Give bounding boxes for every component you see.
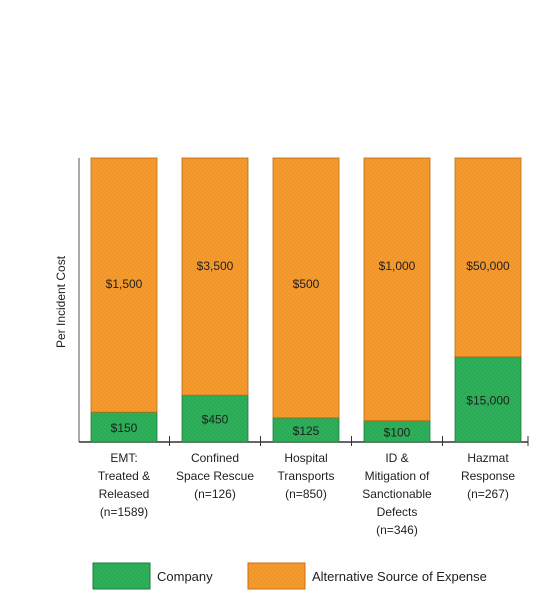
- category-label-line: Response: [461, 469, 515, 483]
- bar-alternative-source-of-expense-2: [272, 157, 340, 419]
- legend: Company Alternative Source of Expense: [92, 562, 487, 590]
- data-label-alternative-source-of-expense-0: $1,500: [106, 277, 143, 291]
- bar-alternative-source-of-expense-0: [90, 157, 158, 413]
- category-label-line: Sanctionable: [362, 487, 432, 501]
- category-label-1: Confined Space Rescue (n=126): [176, 451, 254, 501]
- legend-swatch-alternative: [247, 562, 306, 590]
- bar-alternative-source-of-expense-1: [181, 157, 249, 396]
- category-label-line: ID &: [385, 451, 408, 465]
- bar-company-1: [181, 394, 249, 443]
- bar-company-2: [272, 417, 340, 443]
- legend-label-company: Company: [157, 569, 213, 584]
- category-label-line: (n=267): [467, 487, 509, 501]
- data-label-alternative-source-of-expense-1: $3,500: [197, 259, 234, 273]
- data-label-company-4: $15,000: [466, 393, 510, 407]
- bar-alternative-source-of-expense-4: [454, 157, 522, 358]
- legend-label-alternative: Alternative Source of Expense: [312, 569, 487, 584]
- data-label-company-2: $125: [293, 424, 320, 438]
- bars-group: $150 $1,500 $450 $3,500 $125 $500 $100 $1,000 $1…: [90, 157, 522, 443]
- data-label-company-1: $450: [202, 413, 229, 427]
- data-label-company-3: $100: [384, 425, 411, 439]
- data-label-alternative-source-of-expense-2: $500: [293, 277, 320, 291]
- category-label-line: Hospital: [284, 451, 327, 465]
- data-label-company-0: $150: [111, 421, 138, 435]
- category-label-line: Transports: [278, 469, 335, 483]
- category-label-line: Defects: [377, 505, 418, 519]
- category-label-line: (n=850): [285, 487, 327, 501]
- category-label-line: Mitigation of: [365, 469, 430, 483]
- bar-company-0: [90, 411, 158, 443]
- data-label-alternative-source-of-expense-4: $50,000: [466, 259, 510, 273]
- category-label-line: Hazmat: [467, 451, 509, 465]
- category-label-line: Space Rescue: [176, 469, 254, 483]
- category-label-line: EMT:: [110, 451, 137, 465]
- category-label-line: Confined: [191, 451, 239, 465]
- category-label-line: (n=126): [194, 487, 236, 501]
- category-label-line: Released: [99, 487, 150, 501]
- y-axis-label: Per Incident Cost: [54, 255, 68, 348]
- category-label-0: EMT: Treated & Released (n=1589): [98, 451, 150, 519]
- category-label-line: (n=1589): [100, 505, 148, 519]
- data-label-alternative-source-of-expense-3: $1,000: [379, 259, 416, 273]
- category-label-line: (n=346): [376, 523, 418, 537]
- category-label-2: Hospital Transports (n=850): [278, 451, 335, 501]
- category-label-4: Hazmat Response (n=267): [461, 451, 515, 501]
- category-label-3: ID & Mitigation of Sanctionable Defects (n=3…: [362, 451, 432, 537]
- bar-alternative-source-of-expense-3: [363, 157, 431, 422]
- category-label-line: Treated &: [98, 469, 150, 483]
- legend-swatch-company: [92, 562, 151, 590]
- category-labels: EMT: Treated & Released (n=1589) Confined Spa…: [98, 436, 529, 537]
